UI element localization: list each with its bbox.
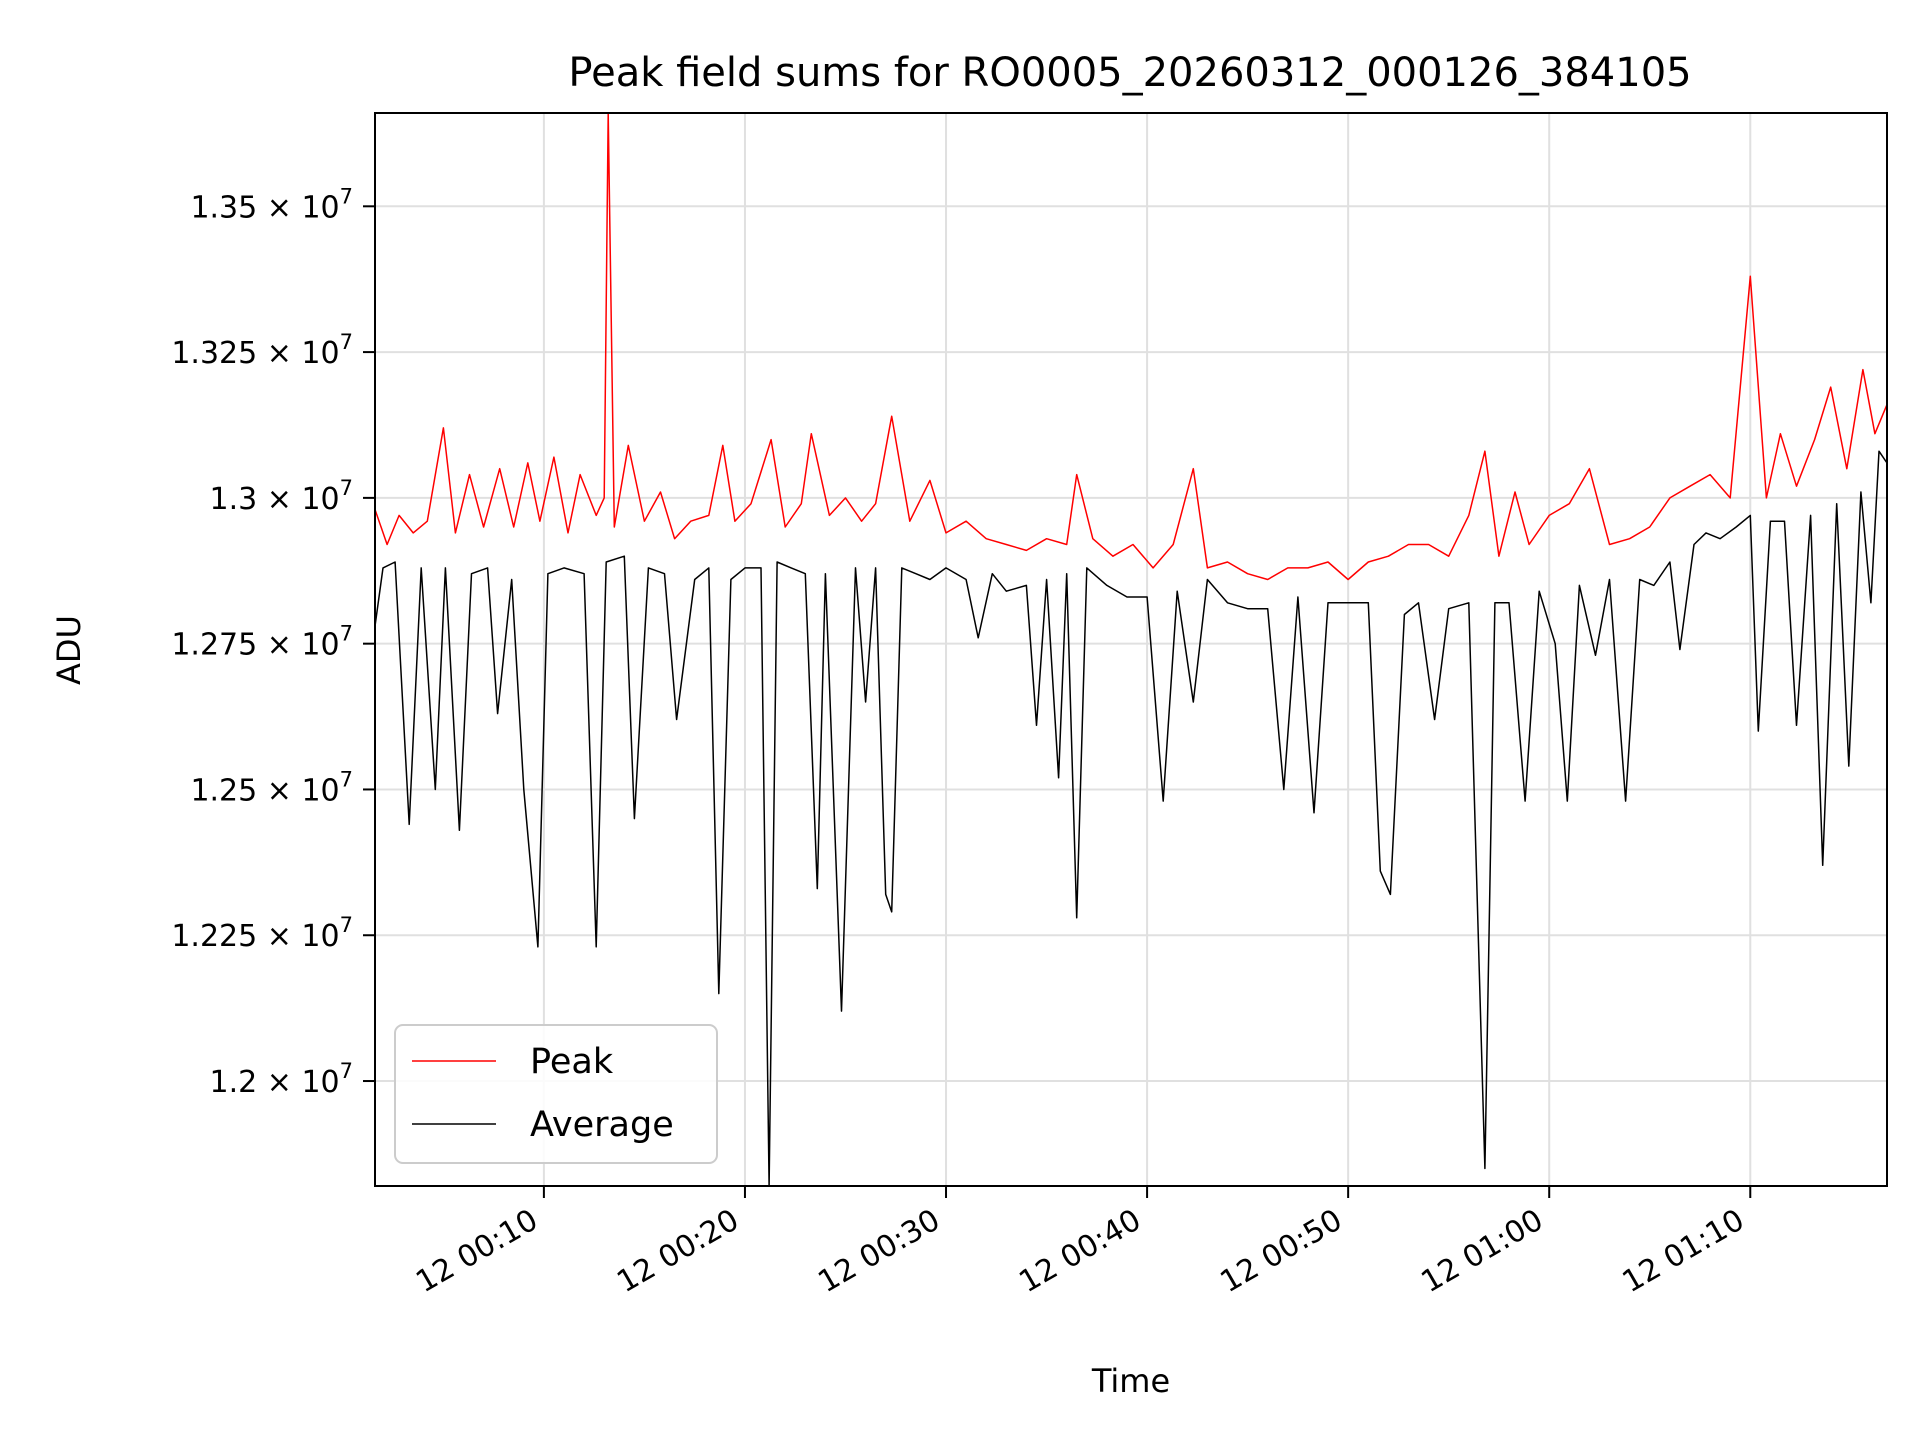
x-tick-label-0: 12 00:10 — [410, 1203, 544, 1300]
legend-peak-label: Peak — [530, 1042, 614, 1082]
x-tick-label-2: 12 00:30 — [812, 1203, 946, 1300]
x-axis-ticks: 12 00:10 12 00:20 12 00:30 12 00:40 12 00:50… — [410, 1186, 1752, 1300]
legend: Peak Average — [394, 1024, 718, 1164]
y-tick-label-3: 1.275 × 107 — [171, 622, 353, 663]
y-tick-label-1: 1.225 × 107 — [171, 913, 353, 954]
series-layer — [375, 113, 1887, 1186]
y-tick-label-6: 1.35 × 107 — [190, 184, 353, 225]
x-tick-label-3: 12 00:40 — [1013, 1203, 1147, 1300]
x-tick-label-4: 12 00:50 — [1214, 1203, 1348, 1300]
x-tick-label-1: 12 00:20 — [611, 1203, 745, 1300]
series-line-peak — [375, 113, 1887, 581]
x-tick-label-6: 12 01:10 — [1617, 1203, 1751, 1300]
y-axis-ticks: 1.2 × 107 1.225 × 107 1.25 × 107 1.275 × 10… — [171, 184, 375, 1100]
y-tick-label-5: 1.325 × 107 — [171, 330, 353, 371]
y-tick-label-0: 1.2 × 107 — [210, 1059, 353, 1100]
y-axis-label: ADU — [50, 615, 88, 685]
chart-title: Peak field sums for RO0005_20260312_0001… — [568, 50, 1691, 96]
x-axis-label: Time — [1091, 1362, 1170, 1400]
legend-box — [394, 1024, 718, 1164]
series-line-average — [375, 450, 1887, 1186]
y-tick-label-4: 1.3 × 107 — [210, 476, 353, 517]
x-tick-label-5: 12 01:00 — [1416, 1203, 1550, 1300]
plot-area-frame — [374, 112, 1888, 1187]
legend-average-label: Average — [530, 1105, 674, 1145]
y-tick-label-2: 1.25 × 107 — [190, 767, 353, 808]
